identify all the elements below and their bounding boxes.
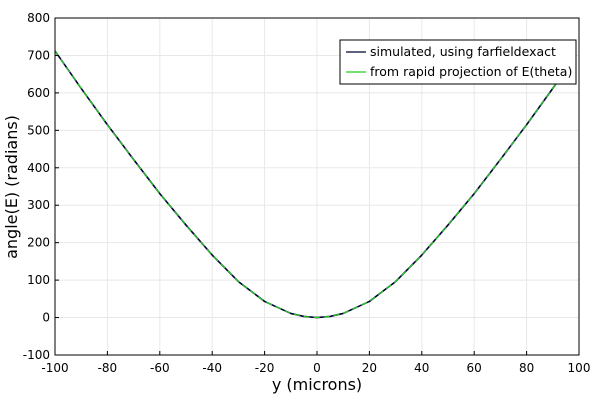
- y-tick-label: 300: [27, 198, 50, 212]
- y-axis-label: angle(E) (radians): [2, 115, 21, 259]
- legend-label-projection: from rapid projection of E(theta): [370, 64, 572, 79]
- series-layer: [54, 50, 567, 319]
- y-tick-label: 400: [27, 161, 50, 175]
- y-tick-label: 700: [27, 48, 50, 62]
- y-tick-label: 800: [27, 11, 50, 25]
- series-line-projection: [54, 50, 567, 319]
- y-tick-label: 500: [27, 123, 50, 137]
- y-tick-label: 600: [27, 86, 50, 100]
- x-tick-label: 0: [313, 361, 321, 375]
- legend-label-simulated: simulated, using farfieldexact: [370, 44, 556, 59]
- legend: simulated, using farfieldexact from rapi…: [339, 39, 577, 85]
- x-tick-label: 60: [467, 361, 482, 375]
- x-tick-label: 100: [568, 361, 591, 375]
- x-tick-label: -100: [41, 361, 68, 375]
- y-tick-label: 0: [42, 311, 50, 325]
- series-line-simulated: [54, 50, 567, 319]
- x-axis-label: y (microns): [272, 375, 362, 394]
- x-tick-label: -80: [98, 361, 118, 375]
- y-tick-label: 100: [27, 273, 50, 287]
- legend-box: [339, 39, 577, 85]
- y-tick-label: 200: [27, 236, 50, 250]
- x-tick-label: -60: [150, 361, 170, 375]
- x-tick-label: -40: [202, 361, 222, 375]
- x-tick-label: 20: [362, 361, 377, 375]
- ticks: -100 -80 -60 -40 -20 0 20 40 60 80 100 -100 0 100 200 3…: [23, 11, 591, 375]
- x-tick-label: 40: [414, 361, 429, 375]
- y-tick-label: -100: [23, 348, 50, 362]
- x-tick-label: 80: [519, 361, 534, 375]
- x-tick-label: -20: [255, 361, 275, 375]
